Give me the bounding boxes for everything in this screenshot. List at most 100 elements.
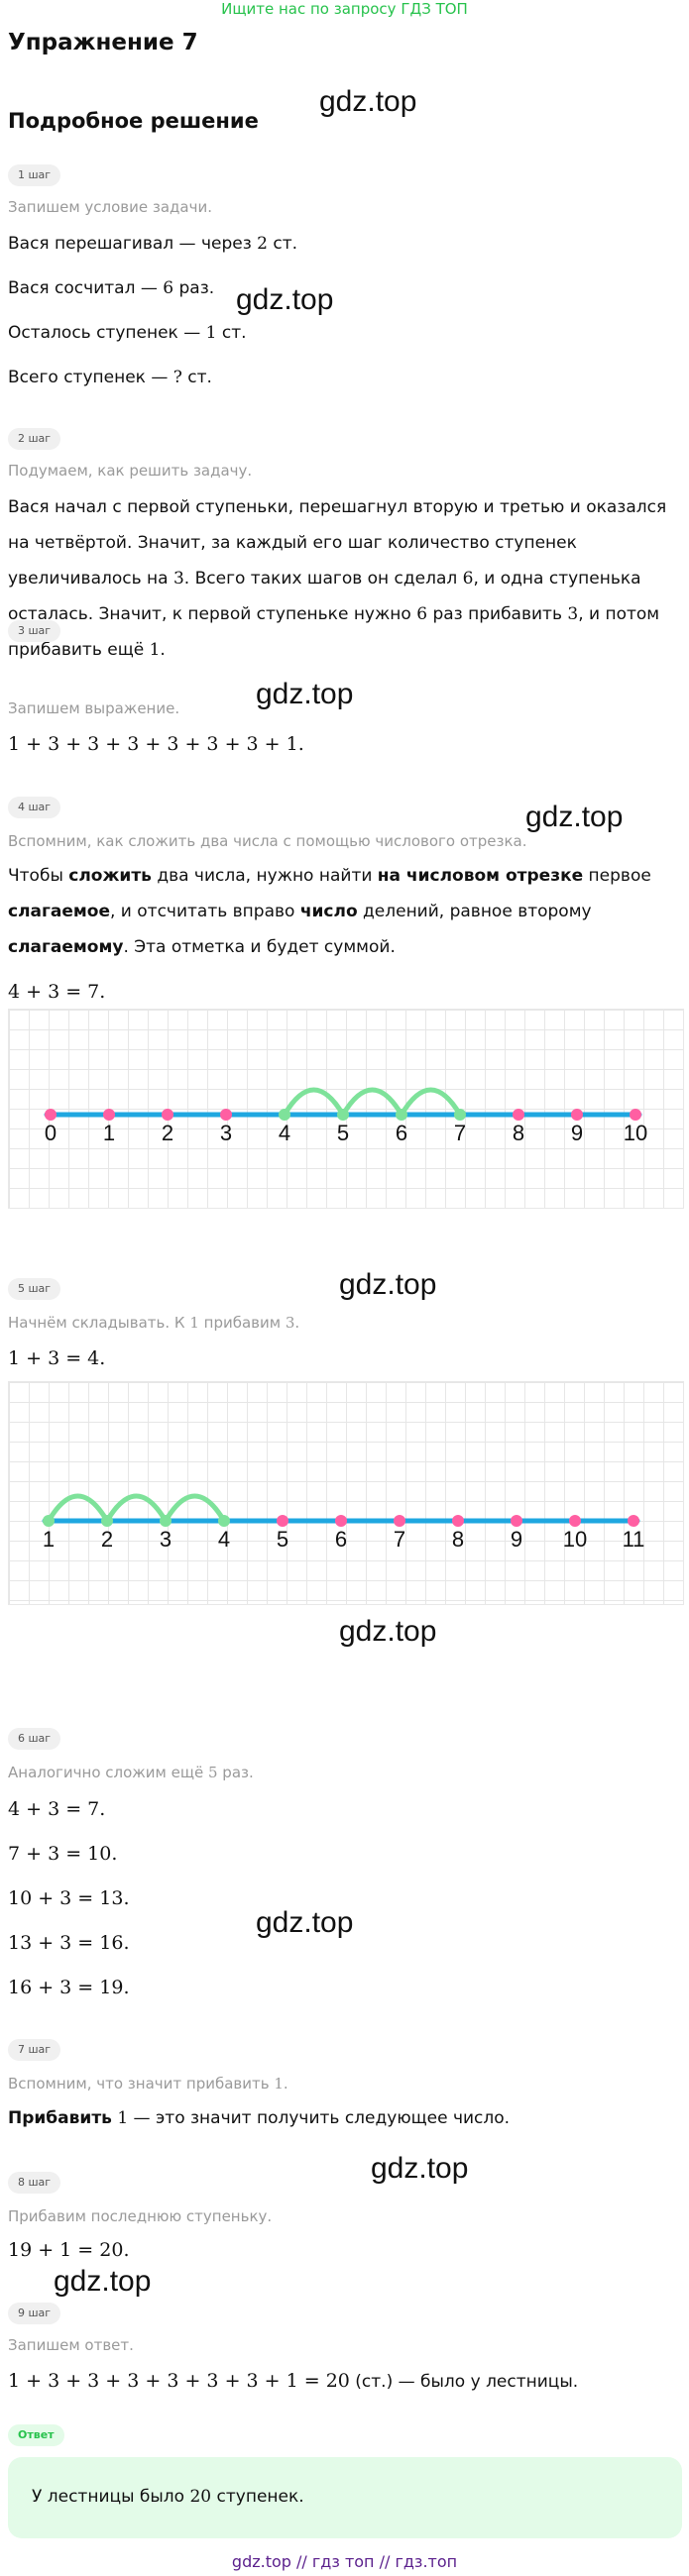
rule-line: Прибавить 1 — это значит получить следую… (8, 2108, 511, 2128)
expression: 16 + 3 = 19. (8, 1977, 130, 1998)
condition-line: Вася сосчитал — 6 раз. (8, 278, 215, 298)
tick-label: 5 (337, 1121, 349, 1145)
final-expression: 1 + 3 + 3 + 3 + 3 + 3 + 3 + 1 = 20 (ст.)… (8, 2370, 579, 2392)
number-line-point (103, 1109, 115, 1121)
step-badge: 3 шаг (8, 620, 61, 642)
step-badge: 1 шаг (8, 164, 61, 186)
tick-label: 8 (452, 1527, 464, 1552)
expression: 7 + 3 = 10. (8, 1843, 118, 1865)
condition-line: Вася перешагивал — через 2 ст. (8, 234, 298, 254)
condition-line: Осталось ступенек — 1 ст. (8, 323, 247, 343)
number-line-point (218, 1515, 230, 1527)
watermark: gdz.top (525, 801, 624, 833)
tick-label: 1 (43, 1527, 55, 1552)
reasoning-paragraph: Вася начал с первой ступеньки, перешагну… (8, 497, 667, 660)
step-hint: Аналогично сложим ещё 5 раз. (8, 1764, 254, 1781)
expression: 13 + 3 = 16. (8, 1932, 130, 1954)
number-line-point (220, 1109, 232, 1121)
step-hint: Подумаем, как решить задачу. (8, 462, 253, 480)
number-line-point (45, 1109, 57, 1121)
number-line-point (279, 1109, 290, 1121)
expression: 1 + 3 + 3 + 3 + 3 + 3 + 3 + 1. (8, 733, 304, 755)
tick-label: 9 (571, 1121, 583, 1145)
tick-label: 10 (624, 1121, 647, 1145)
rule-paragraph: Чтобы сложить два числа, нужно найти на … (8, 866, 651, 957)
tick-label: 5 (277, 1527, 288, 1552)
watermark: gdz.top (236, 283, 334, 316)
expression: 19 + 1 = 20. (8, 2239, 130, 2261)
tick-label: 7 (394, 1527, 405, 1552)
step-badge: 2 шаг (8, 428, 61, 450)
answer-badge: Ответ (8, 2424, 64, 2446)
tick-label: 6 (396, 1121, 407, 1145)
jump-arc (104, 1493, 169, 1524)
jump-arc (46, 1493, 110, 1524)
expression: 4 + 3 = 7. (8, 981, 106, 1003)
tick-label: 7 (454, 1121, 466, 1145)
tick-label: 6 (335, 1527, 347, 1552)
tick-label: 8 (513, 1121, 524, 1145)
tick-label: 1 (103, 1121, 115, 1145)
number-line-point (452, 1515, 464, 1527)
tick-label: 2 (101, 1527, 113, 1552)
step-hint: Запишем условие задачи. (8, 198, 212, 216)
step-hint: Вспомним, как сложить два числа с помощь… (8, 832, 527, 850)
step-badge: 7 шаг (8, 2039, 61, 2061)
number-line: 0 1 2 3 4 5 6 7 8 9 10 (44, 1087, 647, 1145)
top-banner[interactable]: Ищите нас по запросу ГДЗ ТОП (221, 0, 468, 18)
tick-label: 4 (279, 1121, 290, 1145)
tick-label: 3 (220, 1121, 232, 1145)
tick-label: 4 (218, 1527, 230, 1552)
tick-label: 3 (160, 1527, 172, 1552)
number-line-point (394, 1515, 405, 1527)
step-hint: Начнём складывать. К 1 прибавим 3. (8, 1314, 300, 1332)
expression: 4 + 3 = 7. (8, 1798, 106, 1820)
step-hint: Вспомним, что значит прибавить 1. (8, 2075, 288, 2093)
step-badge: 5 шаг (8, 1278, 61, 1300)
number-line-point (337, 1109, 349, 1121)
tick-label: 10 (563, 1527, 587, 1552)
watermark: gdz.top (256, 678, 354, 710)
watermark: gdz.top (54, 2265, 152, 2298)
condition-line: Всего ступенек — ? ст. (8, 368, 212, 387)
expression: 1 + 3 = 4. (8, 1347, 106, 1369)
number-line-figure: 0 1 2 3 4 5 6 7 8 9 10 (8, 1009, 684, 1209)
number-line-point (43, 1515, 55, 1527)
footer-links[interactable]: gdz.top // гдз топ // гдз.топ (231, 2552, 458, 2571)
number-line-figure: 1 2 3 4 5 6 7 8 9 10 11 (8, 1381, 684, 1605)
jump-arc (282, 1087, 346, 1118)
jump-arc (163, 1493, 227, 1524)
page-title: Упражнение 7 (8, 30, 198, 55)
watermark: gdz.top (319, 85, 417, 118)
answer-text: У лестницы было 20 ступенек. (32, 2487, 304, 2507)
number-line-point (630, 1109, 641, 1121)
step-badge: 9 шаг (8, 2303, 61, 2324)
number-line-point (513, 1109, 524, 1121)
number-line-point (277, 1515, 288, 1527)
step-badge: 8 шаг (8, 2172, 61, 2194)
watermark: gdz.top (256, 1906, 354, 1939)
number-line-point (571, 1109, 583, 1121)
number-line-point (101, 1515, 113, 1527)
number-line-point (628, 1515, 639, 1527)
tick-label: 0 (45, 1121, 57, 1145)
tick-label: 2 (162, 1121, 173, 1145)
tick-label: 9 (511, 1527, 522, 1552)
step-hint: Запишем выражение. (8, 699, 180, 717)
watermark: gdz.top (371, 2152, 469, 2185)
section-title: Подробное решение (8, 109, 259, 133)
watermark: gdz.top (339, 1615, 437, 1648)
number-line-point (162, 1109, 173, 1121)
watermark: gdz.top (339, 1268, 437, 1301)
number-line-point (511, 1515, 522, 1527)
answer-box: У лестницы было 20 ступенек. (8, 2457, 682, 2538)
step-badge: 6 шаг (8, 1728, 61, 1750)
step-hint: Прибавим последнюю ступеньку. (8, 2207, 273, 2225)
number-line: 1 2 3 4 5 6 7 8 9 10 11 (42, 1493, 644, 1552)
jump-arc (340, 1087, 404, 1118)
number-line-point (569, 1515, 581, 1527)
expression: 10 + 3 = 13. (8, 1887, 130, 1909)
number-line-point (396, 1109, 407, 1121)
number-line-point (160, 1515, 172, 1527)
number-line-point (335, 1515, 347, 1527)
